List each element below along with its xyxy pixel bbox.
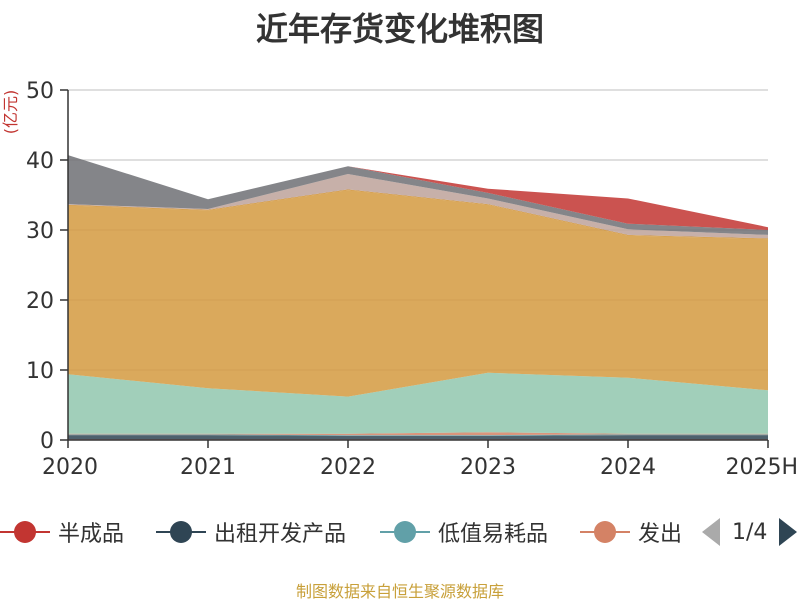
- y-tick-label: 50: [26, 79, 54, 104]
- y-tick-label: 20: [26, 289, 54, 314]
- x-tick-label: 2023: [460, 455, 516, 480]
- legend-prev-icon[interactable]: [702, 518, 720, 546]
- legend-label-3: 低值易耗品: [438, 522, 549, 547]
- y-tick-label: 30: [26, 219, 54, 244]
- area-series-4: [68, 432, 768, 436]
- legend-item-1[interactable]: 半成品: [0, 512, 124, 552]
- area-series-10: [68, 155, 768, 230]
- legend-page-indicator: 1/4: [732, 519, 768, 545]
- legend-pager: 1/4: [702, 512, 798, 552]
- x-tick-label: 2020: [42, 455, 98, 480]
- x-tick-label: 2025H: [725, 455, 798, 480]
- area-series-2: [68, 435, 768, 440]
- data-source-note: 制图数据来自恒生聚源数据库: [295, 582, 504, 601]
- legend-label-2: 出租开发产品: [214, 522, 347, 547]
- area-series-3: [68, 434, 768, 436]
- legend-item-2[interactable]: 出租开发产品: [156, 512, 346, 552]
- legend-item-3[interactable]: 低值易耗品: [380, 512, 548, 552]
- legend: 半成品 出租开发产品 低值易耗品 发出: [0, 512, 800, 552]
- legend-marker-4: [580, 512, 630, 552]
- area-series-8: [68, 174, 768, 239]
- legend-label-1: 半成品: [58, 522, 125, 547]
- area-series-6: [68, 190, 768, 397]
- axes: 0 10 20 30 40 50 2020 2021 2022 2023 2024 2025H: [26, 79, 798, 480]
- legend-marker-2: [156, 512, 206, 552]
- y-tick-label: 0: [40, 429, 54, 454]
- legend-marker-1: [0, 512, 50, 552]
- legend-marker-3: [380, 512, 430, 552]
- chart-title: 近年存货变化堆积图: [255, 10, 544, 48]
- x-tick-label: 2021: [180, 455, 236, 480]
- legend-next-icon[interactable]: [779, 518, 798, 546]
- y-axis-unit: (亿元): [1, 90, 20, 135]
- legend-label-4: 发出: [638, 522, 683, 547]
- x-tick-label: 2022: [320, 455, 376, 480]
- x-tick-label: 2024: [600, 455, 656, 480]
- area-series-9: [68, 155, 768, 235]
- legend-item-4[interactable]: 发出: [580, 512, 682, 552]
- area-series-5: [68, 372, 768, 434]
- area-series: [68, 155, 768, 440]
- y-tick-label: 40: [26, 149, 54, 174]
- y-tick-label: 10: [26, 359, 54, 384]
